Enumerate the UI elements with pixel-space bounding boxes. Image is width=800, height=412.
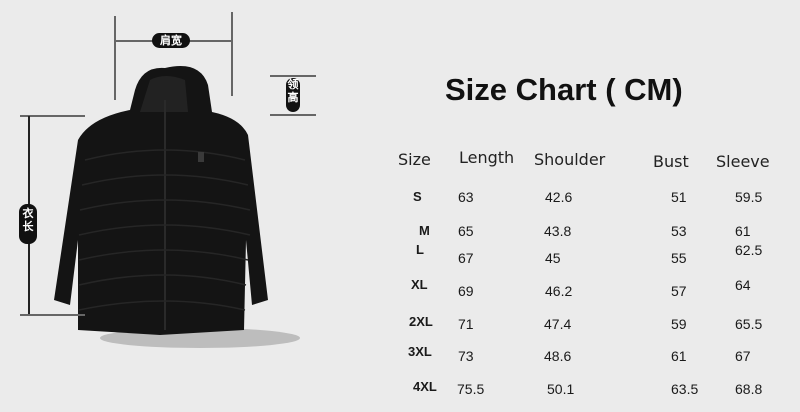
size-cell: L bbox=[416, 242, 424, 257]
size-chart-title: Size Chart ( CM) bbox=[445, 72, 683, 107]
table-cell: 75.5 bbox=[457, 381, 485, 397]
length-label: 衣长 bbox=[19, 204, 37, 244]
table-cell: 65 bbox=[458, 223, 474, 239]
table-cell: 71 bbox=[458, 316, 474, 332]
table-cell: 51 bbox=[671, 189, 687, 205]
table-cell: 63 bbox=[458, 189, 474, 205]
table-cell: 64 bbox=[735, 277, 751, 293]
table-cell: 55 bbox=[671, 250, 687, 266]
table-cell: 45 bbox=[545, 250, 561, 266]
table-cell: 53 bbox=[671, 223, 687, 239]
table-cell: 65.5 bbox=[735, 316, 763, 332]
size-cell: M bbox=[419, 223, 430, 238]
size-cell: 2XL bbox=[409, 314, 433, 329]
header-shoulder: Shoulder bbox=[534, 150, 606, 169]
header-bust: Bust bbox=[653, 152, 689, 171]
collar-height-label: 领高 bbox=[286, 78, 300, 112]
header-length: Length bbox=[459, 148, 515, 167]
table-cell: 63.5 bbox=[671, 381, 699, 397]
table-cell: 50.1 bbox=[547, 381, 575, 397]
table-cell: 57 bbox=[671, 283, 687, 299]
jacket-image bbox=[54, 66, 300, 348]
table-cell: 62.5 bbox=[735, 242, 763, 258]
table-cell: 69 bbox=[458, 283, 474, 299]
table-cell: 68.8 bbox=[735, 381, 763, 397]
table-cell: 59 bbox=[671, 316, 687, 332]
size-cell: 4XL bbox=[413, 379, 437, 394]
table-cell: 59.5 bbox=[735, 189, 763, 205]
table-cell: 67 bbox=[458, 250, 474, 266]
size-cell: 3XL bbox=[408, 344, 432, 359]
table-cell: 48.6 bbox=[544, 348, 572, 364]
size-cell: S bbox=[413, 189, 422, 204]
header-sleeve: Sleeve bbox=[716, 152, 770, 171]
table-cell: 47.4 bbox=[544, 316, 572, 332]
shoulder-width-label: 肩宽 bbox=[152, 33, 190, 48]
table-cell: 61 bbox=[671, 348, 687, 364]
table-cell: 67 bbox=[735, 348, 751, 364]
table-cell: 73 bbox=[458, 348, 474, 364]
table-cell: 46.2 bbox=[545, 283, 573, 299]
table-cell: 61 bbox=[735, 223, 751, 239]
table-cell: 42.6 bbox=[545, 189, 573, 205]
table-cell: 43.8 bbox=[544, 223, 572, 239]
size-cell: XL bbox=[411, 277, 428, 292]
header-size: Size bbox=[398, 150, 431, 169]
